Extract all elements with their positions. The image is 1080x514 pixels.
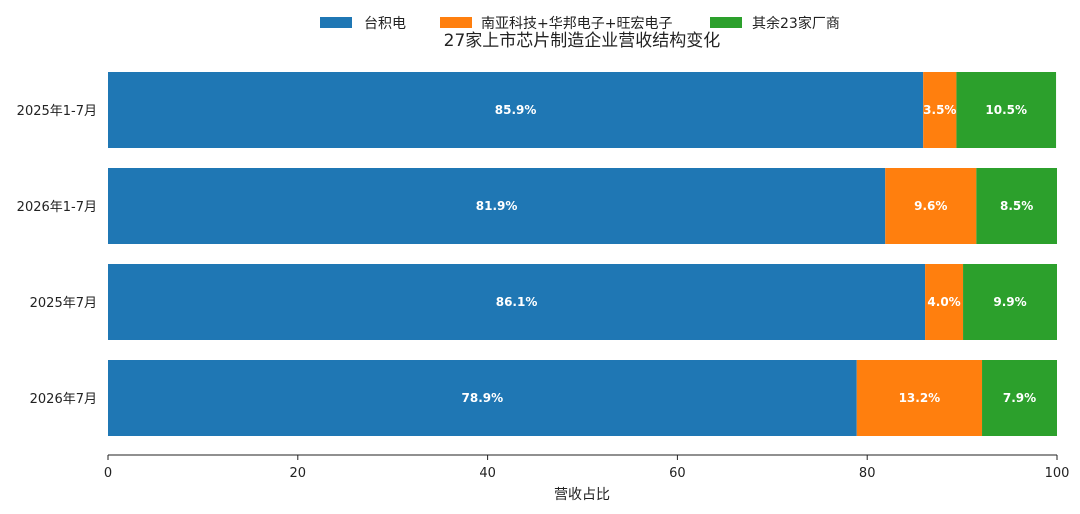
x-tick-label: 100 xyxy=(1045,466,1070,481)
bar-segment xyxy=(976,168,1057,244)
x-axis-label: 营收占比 xyxy=(554,487,610,503)
x-tick-label: 0 xyxy=(104,466,112,481)
data-label: 8.5% xyxy=(1000,199,1033,213)
bar-segment xyxy=(963,264,1057,340)
data-label: 9.9% xyxy=(993,295,1026,309)
x-tick-label: 40 xyxy=(479,466,496,481)
bar-segment xyxy=(108,264,926,340)
legend-swatch xyxy=(710,17,742,28)
data-label: 78.9% xyxy=(462,391,504,405)
x-tick-label: 60 xyxy=(669,466,686,481)
x-axis: 0 20 40 60 80 100 xyxy=(104,454,1070,481)
data-label: 85.9% xyxy=(495,103,537,117)
data-label: 86.1% xyxy=(496,295,538,309)
category-labels: 2025年1-7月 2026年1-7月 2025年7月 2026年7月 xyxy=(17,104,97,407)
bar-segment xyxy=(925,264,964,340)
data-label: 13.2% xyxy=(899,391,941,405)
category-label: 2026年7月 xyxy=(30,392,97,407)
data-label: 3.5% xyxy=(923,103,956,117)
category-label: 2026年1-7月 xyxy=(17,200,97,215)
bar-segment xyxy=(923,72,957,148)
data-label: 7.9% xyxy=(1003,391,1036,405)
data-label: 81.9% xyxy=(476,199,518,213)
bar-segment xyxy=(108,168,886,244)
legend-item: 台积电 xyxy=(320,16,406,32)
legend-swatch xyxy=(320,17,352,28)
legend-label: 台积电 xyxy=(364,16,406,32)
data-label: 4.0% xyxy=(927,295,960,309)
category-label: 2025年7月 xyxy=(30,296,97,311)
legend-label: 南亚科技+华邦电子+旺宏电子 xyxy=(481,16,672,32)
bar-segment xyxy=(856,360,983,436)
bar-segment xyxy=(108,72,924,148)
bar-segment xyxy=(982,360,1057,436)
x-tick-label: 80 xyxy=(859,466,876,481)
bar-segment xyxy=(885,168,977,244)
bar-segment xyxy=(956,72,1057,148)
data-label: 10.5% xyxy=(985,103,1027,117)
legend-item: 其余23家厂商 xyxy=(710,15,840,32)
legend: 台积电 南亚科技+华邦电子+旺宏电子 其余23家厂商 xyxy=(320,15,840,32)
legend-swatch xyxy=(440,17,472,28)
legend-label: 其余23家厂商 xyxy=(752,15,840,32)
bar-segment xyxy=(108,360,857,436)
bars-group: 85.9% 3.5% 10.5% 81.9% 9.6% 8.5% 86.1% 4.0% 9.9%… xyxy=(108,72,1057,436)
chart-title: 27家上市芯片制造企业营收结构变化 xyxy=(444,31,721,51)
data-label: 9.6% xyxy=(914,199,947,213)
category-label: 2025年1-7月 xyxy=(17,104,97,119)
legend-item: 南亚科技+华邦电子+旺宏电子 xyxy=(440,16,672,32)
x-tick-label: 20 xyxy=(290,466,307,481)
